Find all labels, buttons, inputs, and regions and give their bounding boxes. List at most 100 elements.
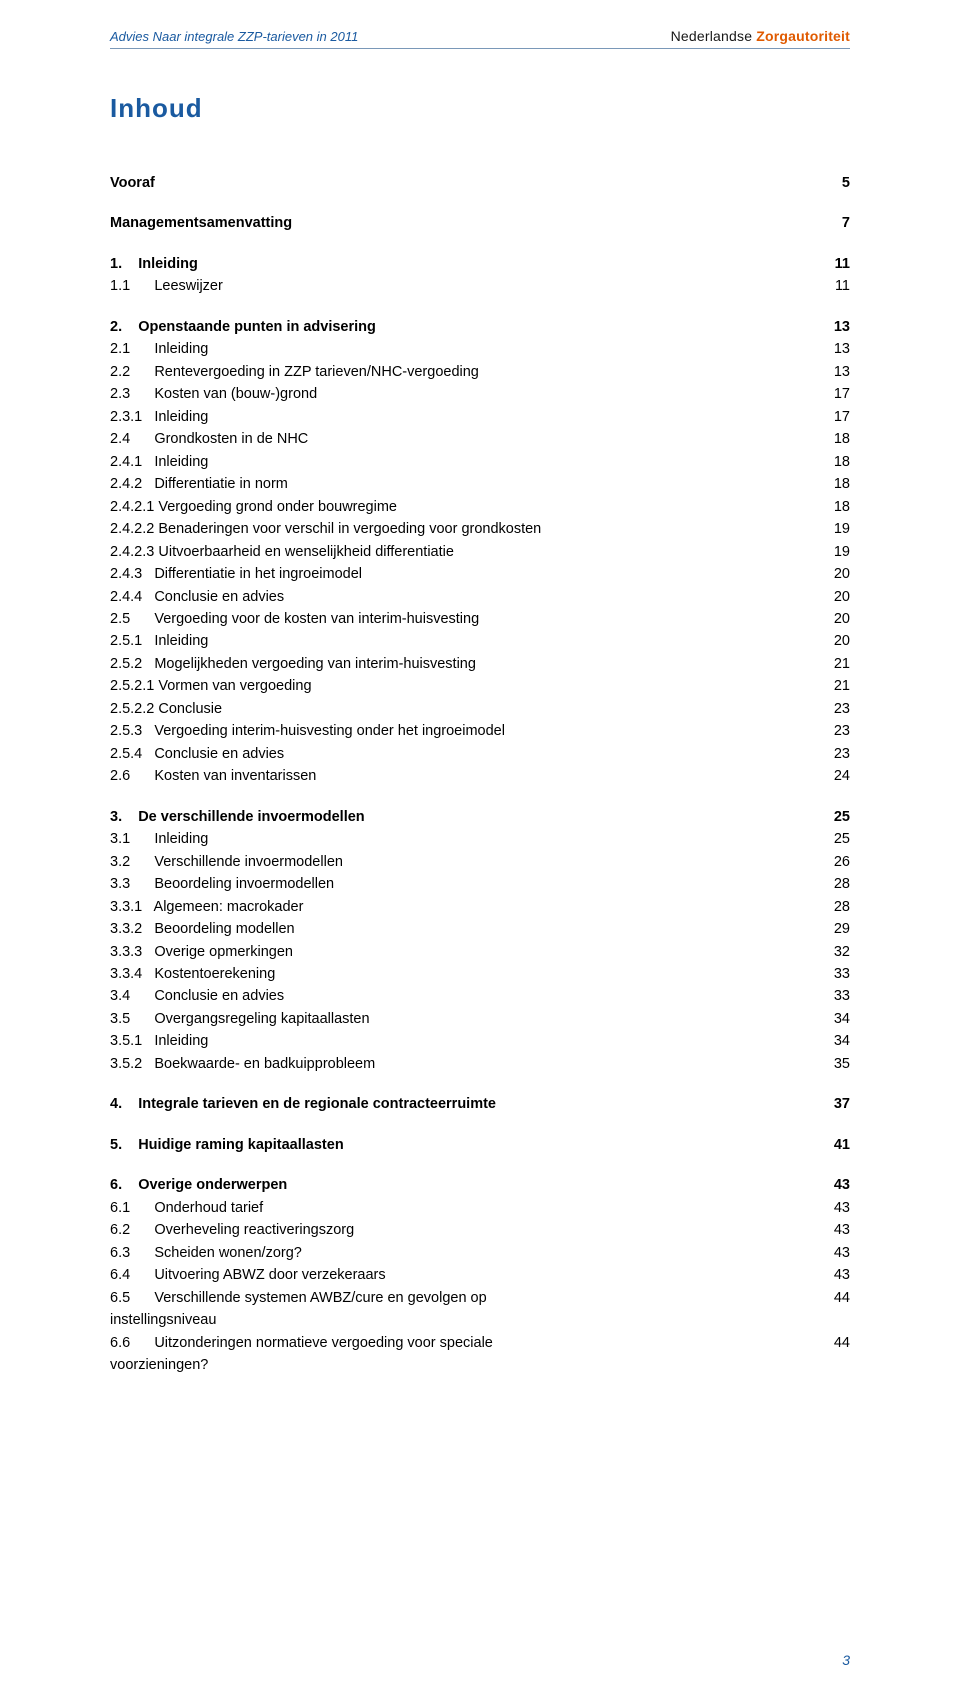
toc-entry-label: 1. Inleiding: [110, 253, 198, 275]
toc-entry: 1. Inleiding 11: [110, 253, 850, 275]
toc-entry-label: 6.1 Onderhoud tarief: [110, 1197, 263, 1219]
toc-entry-label: 2.5.4 Conclusie en advies: [110, 743, 284, 765]
toc-block: Managementsamenvatting 7: [110, 212, 850, 234]
toc-entry-label: 6.6 Uitzonderingen normatieve vergoeding…: [110, 1332, 493, 1377]
toc-entry: 2.5 Vergoeding voor de kosten van interi…: [110, 608, 850, 630]
toc-entry-label: 3.5.1 Inleiding: [110, 1030, 208, 1052]
brand-wordmark: Nederlandse Zorgautoriteit: [671, 28, 850, 44]
toc-entry: 6.4 Uitvoering ABWZ door verzekeraars43: [110, 1264, 850, 1286]
toc-entry: Managementsamenvatting 7: [110, 212, 850, 234]
toc-entry: 3.3 Beoordeling invoermodellen 28: [110, 873, 850, 895]
toc-entry-label: Vooraf: [110, 172, 155, 194]
toc-entry-page: 17: [822, 383, 850, 405]
toc-entry-label: 2.4.2.2 Benaderingen voor verschil in ve…: [110, 518, 541, 540]
toc-entry-label: 2.4.2.1 Vergoeding grond onder bouwregim…: [110, 496, 397, 518]
toc-entry-label: 2.6 Kosten van inventarissen: [110, 765, 316, 787]
toc-entry-label: 3. De verschillende invoermodellen: [110, 806, 365, 828]
toc-entry-page: 26: [822, 851, 850, 873]
toc-entry: 3.3.1 Algemeen: macrokader 28: [110, 896, 850, 918]
toc-entry-page: 43: [822, 1174, 850, 1196]
toc-entry: 6.6 Uitzonderingen normatieve vergoeding…: [110, 1332, 850, 1377]
toc-entry: 2.4.2.2 Benaderingen voor verschil in ve…: [110, 518, 850, 540]
toc-entry-page: 44: [822, 1332, 850, 1377]
toc-entry: 2.4.2.1 Vergoeding grond onder bouwregim…: [110, 496, 850, 518]
toc-entry: 2.5.2 Mogelijkheden vergoeding van inter…: [110, 653, 850, 675]
toc-entry: 6. Overige onderwerpen 43: [110, 1174, 850, 1196]
toc-entry-label: 1.1 Leeswijzer: [110, 275, 223, 297]
toc-entry-label: 2.4.4 Conclusie en advies: [110, 586, 284, 608]
toc-entry-label: 2.4.2 Differentiatie in norm: [110, 473, 288, 495]
toc-entry-page: 20: [822, 586, 850, 608]
toc-entry: 2.4.2.3 Uitvoerbaarheid en wenselijkheid…: [110, 541, 850, 563]
document-page: Advies Naar integrale ZZP-tarieven in 20…: [0, 0, 960, 1698]
toc-block: Vooraf 5: [110, 172, 850, 194]
toc-entry-label: 6.5 Verschillende systemen AWBZ/cure en …: [110, 1287, 487, 1332]
toc-entry: 2.5.2.2 Conclusie23: [110, 698, 850, 720]
toc-entry: 2.3 Kosten van (bouw-)grond17: [110, 383, 850, 405]
toc-entry: 3.3.4 Kostentoerekening33: [110, 963, 850, 985]
toc-entry-label: 2.4.3 Differentiatie in het ingroeimodel: [110, 563, 362, 585]
toc-entry-page: 34: [822, 1030, 850, 1052]
toc-entry-page: 41: [822, 1134, 850, 1156]
toc-entry: 2. Openstaande punten in advisering13: [110, 316, 850, 338]
toc-entry-label: 2.3.1 Inleiding: [110, 406, 208, 428]
toc-entry-page: 35: [822, 1053, 850, 1075]
toc-block: 6. Overige onderwerpen 43 6.1 Onderhoud ta…: [110, 1174, 850, 1376]
toc-entry: 3. De verschillende invoermodellen 25: [110, 806, 850, 828]
toc-entry-label: 2. Openstaande punten in advisering: [110, 316, 376, 338]
toc-entry-label: 3.5.2 Boekwaarde- en badkuipprobleem: [110, 1053, 375, 1075]
toc-entry: 6.3 Scheiden wonen/zorg?43: [110, 1242, 850, 1264]
toc-entry-label: 6. Overige onderwerpen: [110, 1174, 287, 1196]
toc-entry: 2.4.3 Differentiatie in het ingroeimodel…: [110, 563, 850, 585]
toc-entry-label: 2.4.1 Inleiding: [110, 451, 208, 473]
toc-entry: 2.4 Grondkosten in de NHC18: [110, 428, 850, 450]
running-header: Advies Naar integrale ZZP-tarieven in 20…: [110, 28, 850, 49]
toc-entry-page: 33: [822, 985, 850, 1007]
toc-entry-page: 13: [822, 338, 850, 360]
toc-entry: 3.2 Verschillende invoermodellen 26: [110, 851, 850, 873]
toc-entry: 2.1 Inleiding 13: [110, 338, 850, 360]
toc-entry-page: 43: [822, 1219, 850, 1241]
toc-entry-page: 28: [822, 896, 850, 918]
toc-entry: 2.3.1 Inleiding17: [110, 406, 850, 428]
toc-entry-page: 20: [822, 608, 850, 630]
toc-entry-label: 3.3 Beoordeling invoermodellen: [110, 873, 334, 895]
toc-entry: 2.4.1 Inleiding18: [110, 451, 850, 473]
toc-entry-label: 3.3.4 Kostentoerekening: [110, 963, 275, 985]
toc-entry-page: 25: [822, 806, 850, 828]
toc-entry: 2.5.1 Inleiding20: [110, 630, 850, 652]
toc-entry-label: 4. Integrale tarieven en de regionale co…: [110, 1093, 496, 1115]
toc-entry-label: 2.2 Rentevergoeding in ZZP tarieven/NHC-…: [110, 361, 479, 383]
toc-entry-page: 20: [822, 630, 850, 652]
toc-entry-label: 3.5 Overgangsregeling kapitaallasten: [110, 1008, 370, 1030]
toc-entry-label: 3.3.1 Algemeen: macrokader: [110, 896, 303, 918]
toc-entry-page: 23: [822, 743, 850, 765]
toc-entry: 3.5.1 Inleiding 34: [110, 1030, 850, 1052]
toc-block: 5. Huidige raming kapitaallasten41: [110, 1134, 850, 1156]
toc-entry-label: Managementsamenvatting: [110, 212, 292, 234]
toc-entry-page: 21: [822, 653, 850, 675]
toc-entry-label: 3.3.2 Beoordeling modellen: [110, 918, 295, 940]
toc-entry: 2.2 Rentevergoeding in ZZP tarieven/NHC-…: [110, 361, 850, 383]
page-title: Inhoud: [110, 93, 850, 124]
toc-entry: 3.3.2 Beoordeling modellen 29: [110, 918, 850, 940]
toc-entry: 1.1 Leeswijzer11: [110, 275, 850, 297]
toc-entry-label: 3.2 Verschillende invoermodellen: [110, 851, 343, 873]
toc-entry-page: 5: [830, 172, 850, 194]
toc-entry-page: 19: [822, 518, 850, 540]
toc-entry-label: 2.1 Inleiding: [110, 338, 208, 360]
toc-entry-page: 43: [822, 1197, 850, 1219]
toc-entry: 4. Integrale tarieven en de regionale co…: [110, 1093, 850, 1115]
toc-entry-page: 23: [822, 698, 850, 720]
toc-entry-label: 2.5.3 Vergoeding interim-huisvesting ond…: [110, 720, 505, 742]
toc-entry-page: 11: [823, 253, 850, 275]
toc-block: 4. Integrale tarieven en de regionale co…: [110, 1093, 850, 1115]
toc-entry: 5. Huidige raming kapitaallasten41: [110, 1134, 850, 1156]
table-of-contents: Vooraf 5 Managementsamenvatting 7 1. Inleidi…: [110, 172, 850, 1377]
toc-entry-page: 13: [822, 361, 850, 383]
toc-entry-page: 29: [822, 918, 850, 940]
toc-entry-label: 3.1 Inleiding: [110, 828, 208, 850]
toc-entry-page: 7: [830, 212, 850, 234]
toc-entry-page: 28: [822, 873, 850, 895]
toc-entry-label: 2.5.2.1 Vormen van vergoeding: [110, 675, 312, 697]
